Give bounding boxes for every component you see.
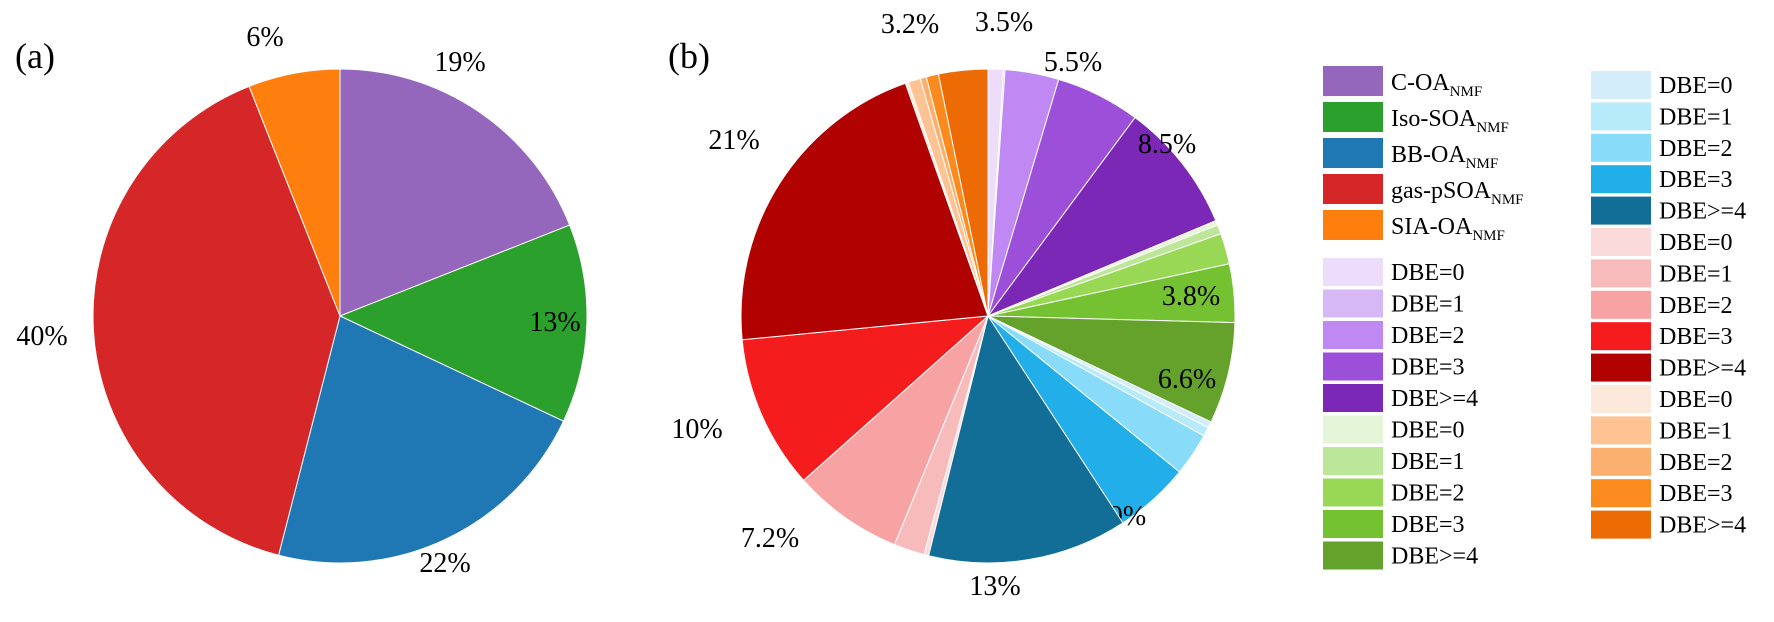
data-label-iso-soa-dbege4: 6.6% [1158,364,1216,395]
pie-slice-gas-psoa-dbe-2 [802,315,989,546]
legend-label-sia-oa-dbe-1: DBE=1 [1659,418,1733,444]
legend-label-bb-oa: BB-OANMF [1391,142,1498,172]
pie-slice-gas-psoa-dbe-3 [741,315,990,482]
legend-swatch-gas-psoa-dbege4 [1591,353,1651,382]
pie-chart-b: 3.5%5.5%8.5%3.8%6.6%4.9%13%7.2%10%21%3.2… [671,7,1236,602]
legend-label-iso-soa-dbege4: DBE>=4 [1391,544,1478,570]
legend-label-c-oa-dbe-0: DBE=0 [1391,260,1465,286]
legend-swatch-bb-oa-dbe-2 [1591,133,1651,162]
legend-label-sia-oa-dbe-2: DBE=2 [1659,450,1733,476]
data-label-c-oa: 19% [434,47,485,78]
legend-swatch-iso-soa-dbe-0 [1323,415,1383,444]
legend-label-gas-psoa: gas-pSOANMF [1391,178,1524,208]
legend-label-sia-oa-dbe-0: DBE=0 [1659,387,1733,413]
legend-swatch-bb-oa [1323,138,1383,168]
pie-slice-c-oa-dbege4 [986,116,1217,318]
legend-swatch-sia-oa-dbe-1 [1591,416,1651,445]
legend-swatch-bb-oa-dbe-3 [1591,165,1651,194]
legend-label-sia-oa-dbege4: DBE>=4 [1659,513,1746,539]
legend-label-gas-psoa-dbe-1: DBE=1 [1659,261,1733,287]
pie-slice-gas-psoa [92,85,341,556]
legend-swatch-sia-oa-dbege4 [1591,510,1651,539]
legend-label-iso-soa-dbe-2: DBE=2 [1391,481,1465,507]
data-label-gas-psoa-dbe-3: 10% [671,414,722,445]
legend-swatch-iso-soa-dbe-2 [1323,478,1383,507]
legend-swatch-gas-psoa-dbe-1 [1591,259,1651,288]
data-label-c-oa-dbege4: 8.5% [1138,129,1196,160]
legend-label-iso-soa: Iso-SOANMF [1391,106,1509,136]
legend-label-bb-oa-dbe-0: DBE=0 [1659,73,1733,99]
data-label-sia-oa: 6% [246,22,283,53]
pie-slice-gas-psoa-dbege4 [740,82,989,341]
legend-label-gas-psoa-dbe-2: DBE=2 [1659,293,1733,319]
legend: C-OANMF Iso-SOANMF BB-OANMF gas-pSOANMF SIA-… [1323,66,1746,570]
legend-swatch-iso-soa [1323,102,1383,132]
legend-label-iso-soa-dbe-0: DBE=0 [1391,418,1465,444]
legend-swatch-c-oa-dbe-0 [1323,258,1383,286]
pie-slice-iso-soa [338,224,588,422]
data-label-c-oa-dbe-2: 3.5% [975,7,1033,38]
legend-swatch-c-oa-dbe-1 [1323,289,1383,318]
legend-swatch-c-oa-dbe-3 [1323,352,1383,381]
legend-label-iso-soa-dbe-3: DBE=3 [1391,512,1465,538]
data-label-bb-oa-dbege4: 13% [969,571,1020,602]
legend-label-bb-oa-dbege4: DBE>=4 [1659,199,1746,225]
data-label-gas-psoa-dbe-2: 7.2% [741,523,799,554]
pie-slice-sia-oa-dbege4 [937,68,989,317]
legend-label-gas-psoa-dbe-0: DBE=0 [1659,230,1733,256]
legend-label-c-oa-dbege4: DBE>=4 [1391,386,1478,412]
legend-label-c-oa-dbe-3: DBE=3 [1391,355,1465,381]
data-label-sia-oa-dbege4: 3.2% [881,9,939,40]
legend-swatch-iso-soa-dbe-1 [1323,447,1383,475]
data-label-c-oa-dbe-3: 5.5% [1044,47,1102,78]
legend-swatch-sia-oa [1323,210,1383,240]
legend-label-c-oa: C-OANMF [1391,70,1482,100]
legend-label-c-oa-dbe-2: DBE=2 [1391,323,1465,349]
legend-swatch-bb-oa-dbe-1 [1591,102,1651,131]
legend-label-gas-psoa-dbege4: DBE>=4 [1659,356,1746,382]
data-label-bb-oa: 22% [419,548,470,579]
legend-swatch-iso-soa-dbe-3 [1323,510,1383,538]
pie-slice-c-oa [339,68,571,317]
legend-swatch-sia-oa-dbe-3 [1591,479,1651,508]
pie-slice-sia-oa [248,68,341,317]
legend-swatch-bb-oa-dbe-0 [1591,71,1651,99]
legend-swatch-sia-oa-dbe-0 [1591,385,1651,413]
legend-label-sia-oa-dbe-3: DBE=3 [1659,481,1733,507]
legend-swatch-bb-oa-dbege4 [1591,196,1651,225]
pie-chart-a: 19% 13% 22% 40% 6% [16,22,588,579]
legend-label-sia-oa: SIA-OANMF [1391,214,1505,244]
legend-swatch-sia-oa-dbe-2 [1591,447,1651,476]
legend-swatch-gas-psoa-dbe-2 [1591,290,1651,319]
legend-swatch-gas-psoa-dbe-3 [1591,322,1651,351]
data-label-gas-psoa-dbege4: 21% [708,125,759,156]
data-label-gas-psoa: 40% [16,321,67,352]
legend-label-gas-psoa-dbe-3: DBE=3 [1659,324,1733,350]
legend-swatch-gas-psoa [1323,174,1383,204]
legend-swatch-c-oa-dbe-2 [1323,321,1383,349]
data-label-iso-soa: 13% [529,307,580,338]
legend-swatch-gas-psoa-dbe-0 [1591,228,1651,256]
legend-label-c-oa-dbe-1: DBE=1 [1391,292,1465,318]
legend-swatch-iso-soa-dbege4 [1323,541,1383,570]
legend-label-iso-soa-dbe-1: DBE=1 [1391,449,1465,475]
pie-slice-bb-oa-dbege4 [927,314,1124,564]
data-label-iso-soa-dbe-3: 3.8% [1162,281,1220,312]
panel-b-label: (b) [668,36,710,76]
legend-swatch-c-oa [1323,66,1383,96]
legend-swatch-c-oa-dbege4 [1323,384,1383,412]
legend-label-bb-oa-dbe-1: DBE=1 [1659,104,1733,130]
legend-label-bb-oa-dbe-3: DBE=3 [1659,167,1733,193]
pie-slice-bb-oa [277,315,565,564]
panel-a-label: (a) [15,36,55,76]
legend-label-bb-oa-dbe-2: DBE=2 [1659,136,1733,162]
